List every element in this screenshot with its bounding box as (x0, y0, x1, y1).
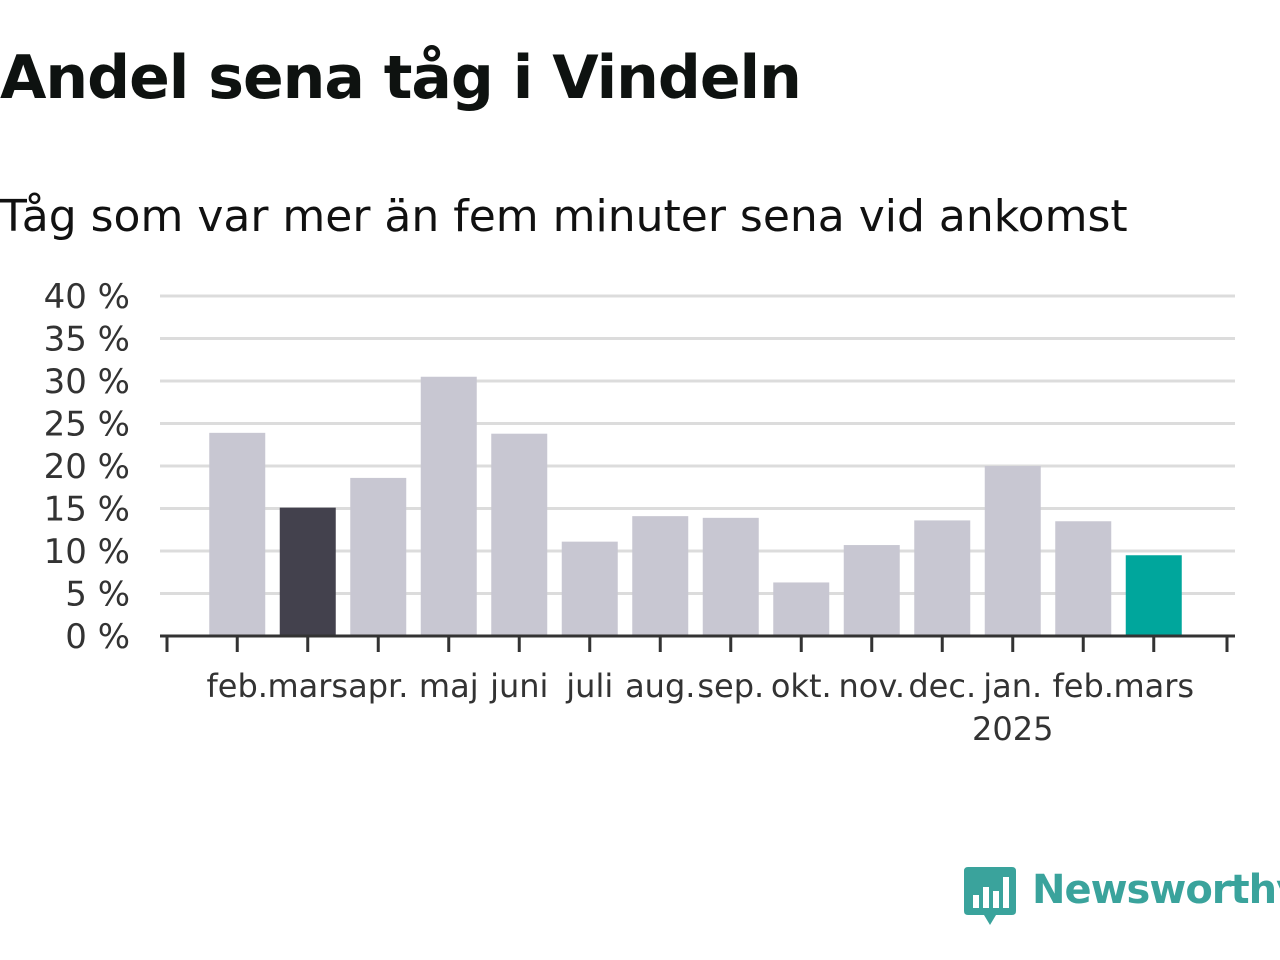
brand-logo: Newsworthy (962, 864, 1280, 928)
bar-chart: 0 %5 %10 %15 %20 %25 %30 %35 %40 % feb. m… (44, 277, 1235, 748)
y-tick-label: 30 % (44, 362, 130, 402)
bar-chart-speech-bubble-icon (964, 867, 1016, 925)
x-axis (160, 634, 1235, 652)
brand-name: Newsworthy (1032, 867, 1280, 913)
x-tick-label: jan. (982, 667, 1042, 705)
bar (702, 517, 759, 636)
bar (773, 582, 830, 636)
x-tick-label: feb. (1053, 667, 1114, 705)
bar (209, 432, 266, 636)
bar (1125, 555, 1182, 636)
bar (491, 433, 548, 636)
x-tick-label: feb. (207, 667, 268, 705)
x-tick-label: mars (1113, 667, 1194, 705)
y-tick-label: 25 % (44, 405, 130, 445)
bar (420, 376, 477, 636)
x-tick-label: apr. (348, 667, 408, 705)
x-tick-label: nov. (839, 667, 905, 705)
y-tick-label: 5 % (65, 575, 130, 615)
y-tick-label: 10 % (44, 532, 130, 572)
x-tick-label: sep. (697, 667, 764, 705)
y-axis-labels: 0 %5 %10 %15 %20 %25 %30 %35 %40 % (44, 277, 130, 657)
bar (1055, 521, 1112, 636)
chart-title: Andel sena tåg i Vindeln (0, 43, 802, 113)
bar (914, 520, 971, 636)
gridlines (160, 294, 1235, 595)
bars (209, 376, 1182, 636)
x-axis-labels: feb. mars apr. maj juni juli aug. sep. okt. nov. d… (207, 667, 1195, 748)
x-year-label: 2025 (972, 710, 1053, 748)
x-tick-label: dec. (908, 667, 976, 705)
y-tick-label: 40 % (44, 277, 130, 317)
bar (632, 516, 689, 636)
x-tick-label: juni (489, 667, 548, 705)
y-tick-label: 35 % (44, 320, 130, 360)
x-tick-label: juli (565, 667, 613, 705)
bar (984, 466, 1041, 636)
chart-subtitle: Tåg som var mer än fem minuter sena vid … (0, 191, 1128, 242)
bar (561, 541, 618, 636)
y-tick-label: 20 % (44, 447, 130, 487)
x-tick-label: okt. (771, 667, 832, 705)
bar (843, 545, 900, 636)
x-tick-label: mars (267, 667, 348, 705)
y-tick-label: 15 % (44, 490, 130, 530)
x-tick-label: maj (419, 667, 479, 705)
bar (279, 507, 336, 636)
x-tick-label: aug. (625, 667, 695, 705)
y-tick-label: 0 % (65, 617, 130, 657)
bar (350, 477, 407, 636)
